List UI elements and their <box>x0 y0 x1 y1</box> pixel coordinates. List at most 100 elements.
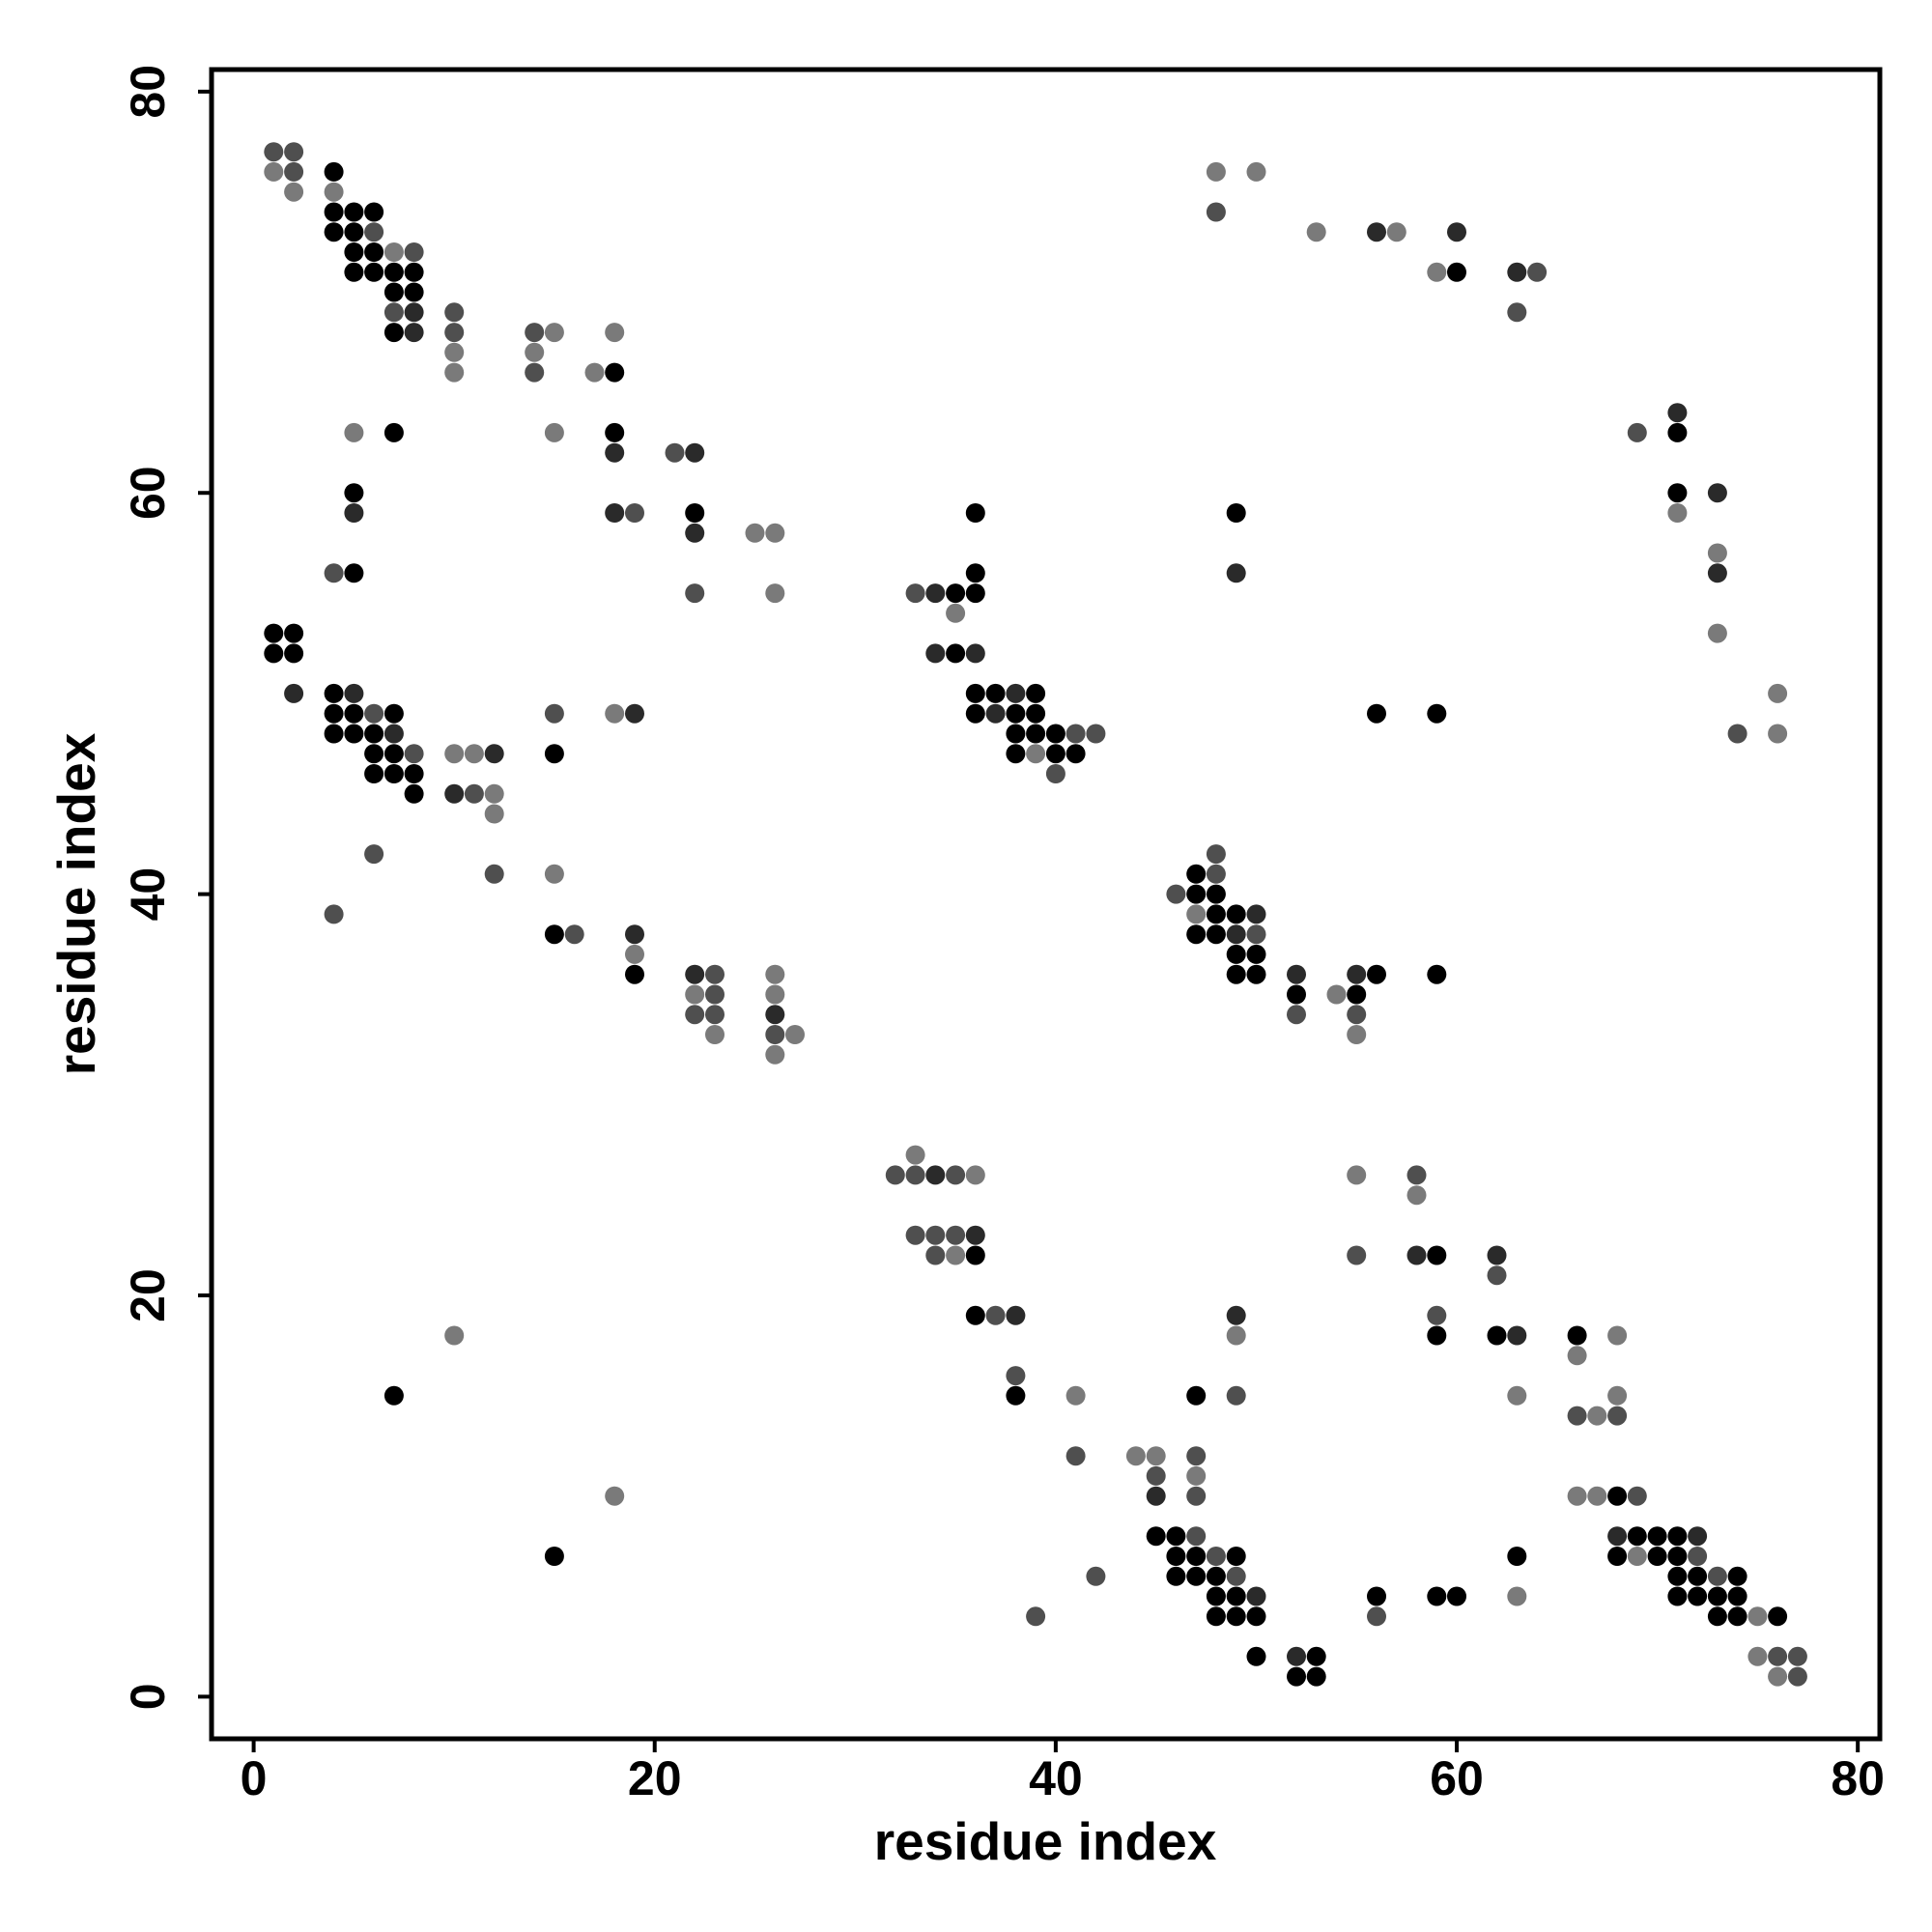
contact-point <box>1065 1385 1086 1406</box>
contact-point <box>544 323 564 343</box>
contact-point <box>946 603 966 623</box>
contact-point <box>705 1005 724 1025</box>
contact-point <box>1507 1325 1527 1346</box>
contact-point <box>324 182 344 202</box>
contact-point <box>1447 262 1466 282</box>
contact-point <box>484 744 504 764</box>
contact-point <box>444 302 465 323</box>
contact-point <box>1086 1566 1106 1586</box>
contact-point <box>404 744 424 764</box>
contact-point <box>1447 1586 1466 1606</box>
contact-point <box>1186 884 1207 904</box>
contact-point <box>1006 1385 1026 1406</box>
contact-point <box>946 583 966 604</box>
contact-point <box>1006 683 1026 703</box>
contact-point <box>1627 1486 1647 1506</box>
contact-point <box>685 1005 705 1025</box>
contact-point <box>525 342 545 362</box>
x-axis: 0 20 40 60 80 <box>241 1739 1885 1805</box>
contact-point <box>404 262 424 282</box>
contact-point <box>1166 1547 1186 1566</box>
contact-point <box>1006 724 1026 744</box>
contact-point <box>1186 1385 1207 1406</box>
contact-point <box>1768 1646 1788 1666</box>
contact-point <box>1206 161 1226 182</box>
contact-point <box>1527 262 1548 282</box>
contact-point <box>484 804 504 824</box>
contact-point <box>1607 1325 1628 1346</box>
contact-point <box>1287 1646 1306 1666</box>
contact-point <box>685 964 705 984</box>
contact-point <box>1647 1526 1667 1547</box>
contact-point <box>1206 202 1226 222</box>
contact-point <box>344 683 364 703</box>
contact-point <box>946 643 966 664</box>
contact-point <box>765 964 785 984</box>
contact-point <box>1287 1005 1306 1025</box>
contact-point <box>1206 924 1226 945</box>
contact-point <box>284 643 304 664</box>
contact-point <box>1667 1566 1688 1586</box>
contact-point <box>324 703 344 724</box>
contact-point <box>985 1305 1006 1325</box>
contact-point <box>785 1025 805 1044</box>
x-tick-label: 80 <box>1831 1751 1885 1805</box>
contact-point <box>404 323 424 343</box>
y-axis: 0 20 40 60 80 <box>121 65 212 1710</box>
contact-point <box>384 1385 404 1406</box>
contact-point <box>1226 1547 1246 1566</box>
contact-point <box>1507 1586 1527 1606</box>
contact-point <box>1065 724 1086 744</box>
contact-point <box>1406 1165 1427 1185</box>
contact-point <box>1146 1446 1166 1466</box>
contact-point <box>1627 1547 1647 1566</box>
contact-point <box>1226 944 1246 964</box>
contact-point <box>1326 984 1347 1005</box>
contact-point <box>344 202 364 222</box>
contact-point <box>1065 744 1086 764</box>
contact-point <box>1627 1526 1647 1547</box>
data-points <box>264 142 1807 1687</box>
contact-point <box>1406 1245 1427 1265</box>
contact-point <box>384 323 404 343</box>
contact-point <box>605 503 625 523</box>
contact-point <box>1667 1547 1688 1566</box>
contact-point <box>1507 1385 1527 1406</box>
contact-point <box>925 1165 946 1185</box>
contact-point <box>1347 984 1367 1005</box>
contact-point <box>384 764 404 783</box>
contact-point <box>364 724 384 744</box>
contact-point <box>1427 1245 1447 1265</box>
contact-point <box>1607 1547 1628 1566</box>
contact-point <box>1206 1586 1226 1606</box>
contact-point <box>324 202 344 222</box>
contact-point <box>765 1044 785 1065</box>
contact-point <box>404 764 424 783</box>
contact-point <box>1768 724 1788 744</box>
contact-point <box>1667 1526 1688 1547</box>
contact-point <box>1768 683 1788 703</box>
contact-point <box>1707 563 1727 583</box>
contact-point <box>1667 422 1688 442</box>
contact-point <box>1306 222 1326 242</box>
contact-point <box>364 242 384 262</box>
contact-point <box>1607 1406 1628 1426</box>
contact-point <box>544 864 564 884</box>
contact-point <box>525 323 545 343</box>
contact-point <box>384 422 404 442</box>
y-tick-label: 40 <box>121 867 175 922</box>
contact-point <box>1727 1586 1747 1606</box>
contact-point <box>444 342 465 362</box>
contact-point <box>264 161 284 182</box>
contact-point <box>544 1547 564 1566</box>
contact-point <box>1367 964 1386 984</box>
contact-point <box>1567 1346 1587 1366</box>
contact-point <box>1447 222 1466 242</box>
contact-point <box>1347 1005 1367 1025</box>
contact-point <box>284 161 304 182</box>
contact-point <box>525 362 545 383</box>
contact-point <box>264 643 284 664</box>
contact-point <box>745 523 765 543</box>
contact-point <box>1246 1586 1266 1606</box>
contact-point <box>444 1325 465 1346</box>
